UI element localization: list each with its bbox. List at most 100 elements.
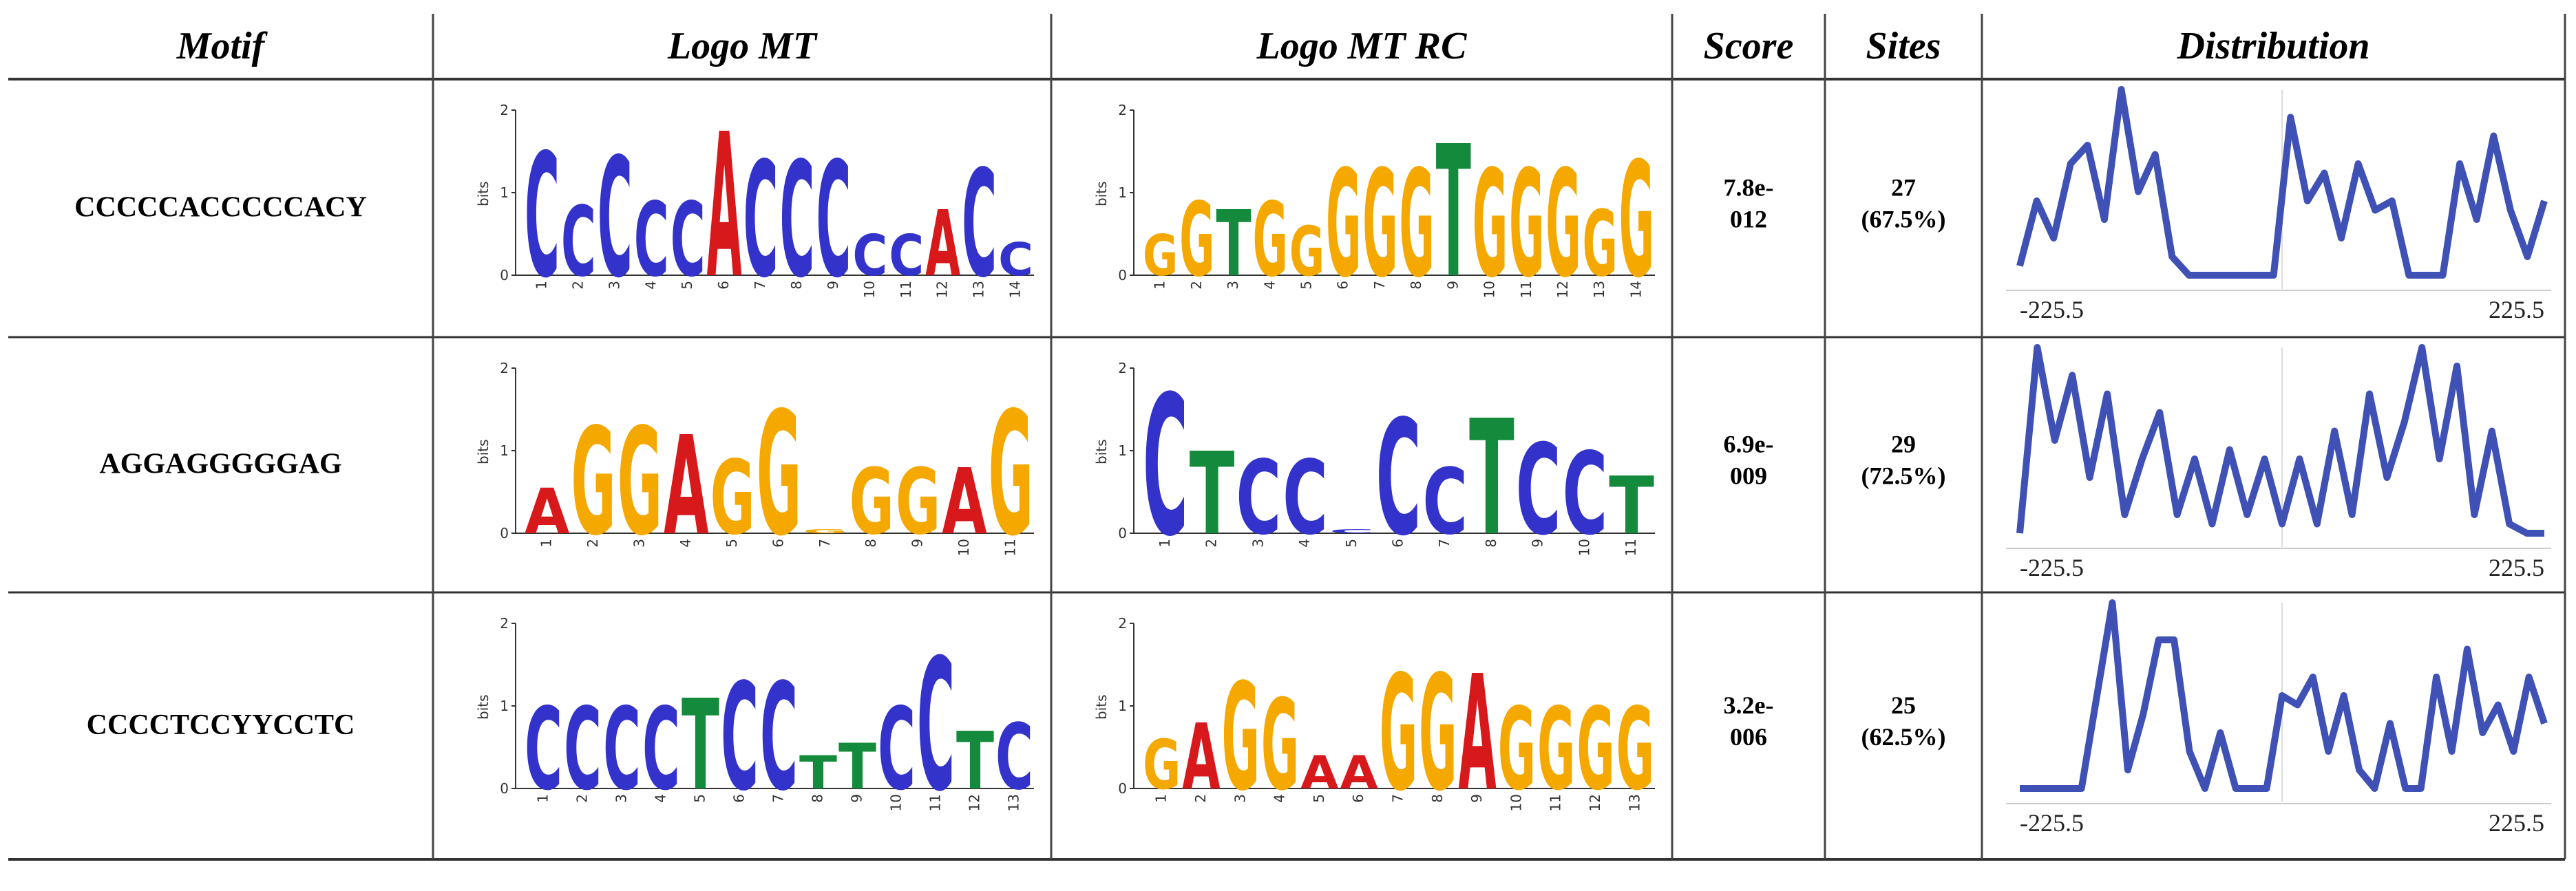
logo-position: 11 xyxy=(898,281,914,298)
logo-letter: C xyxy=(878,684,916,815)
logo-position: 13 xyxy=(971,281,987,298)
logo-axis-label: bits xyxy=(1093,181,1110,206)
logo-position: 12 xyxy=(1587,794,1603,811)
sites: (67.5%) xyxy=(1861,206,1946,233)
logo-position: 1 xyxy=(1157,539,1173,548)
logo-position: 10 xyxy=(1576,539,1592,556)
logo-position: 5 xyxy=(1298,281,1314,290)
logo-letter: C xyxy=(1329,528,1375,535)
logo-position: 14 xyxy=(1627,281,1644,298)
logo-letter: G xyxy=(1326,139,1361,310)
dist-tick-label: 225.5 xyxy=(2489,809,2544,837)
sites: 25 xyxy=(1891,691,1916,719)
logo-letter: C xyxy=(852,224,887,289)
logo-position: 7 xyxy=(1390,794,1406,803)
logo-letter: C xyxy=(1563,429,1608,561)
logo-tick-label: 2 xyxy=(500,615,509,632)
logo-position: 9 xyxy=(1530,539,1546,548)
dist-line xyxy=(2020,599,2548,792)
logo-letter: C xyxy=(561,186,596,299)
logo-tick-label: 0 xyxy=(1118,780,1127,797)
logo-position: 4 xyxy=(1261,281,1278,290)
header-cell: Motif xyxy=(176,25,268,67)
dist-tick-label: -225.5 xyxy=(2020,554,2084,581)
logo-position: 2 xyxy=(584,539,601,548)
logo-axis-label: bits xyxy=(475,181,492,206)
logo-letter: T xyxy=(1190,429,1235,561)
logo-position: 2 xyxy=(1192,794,1209,803)
logo-position: 3 xyxy=(1232,794,1248,803)
logo-letter: A xyxy=(1182,705,1220,811)
logo-tick-label: 0 xyxy=(500,525,509,541)
logo-position: 12 xyxy=(967,794,983,811)
logo-position: 11 xyxy=(1623,539,1639,556)
logo-position: 1 xyxy=(535,794,551,803)
header-cell: Logo MT xyxy=(667,25,819,67)
logo-position: 9 xyxy=(1444,281,1461,290)
logo-position: 10 xyxy=(1481,281,1498,298)
logo-tick-label: 2 xyxy=(1118,360,1127,376)
logo-position: 2 xyxy=(1203,539,1220,548)
logo-letter: G xyxy=(1222,652,1260,824)
logo-position: 6 xyxy=(1350,794,1366,803)
logo-position: 6 xyxy=(770,539,787,548)
logo-position: 8 xyxy=(1483,539,1499,548)
logo-tick-label: 2 xyxy=(500,360,509,376)
logo-tick-label: 1 xyxy=(500,698,509,714)
dist-tick-label: -225.5 xyxy=(2020,809,2084,837)
logo-tick-label: 2 xyxy=(500,102,509,118)
logo-position: 9 xyxy=(1468,794,1485,803)
dist-tick-label: -225.5 xyxy=(2020,296,2084,323)
logo-position: 12 xyxy=(1554,281,1571,298)
logo-position: 4 xyxy=(1296,539,1313,548)
logo-letter: G xyxy=(617,397,662,568)
logo-tick-label: 0 xyxy=(1118,267,1127,283)
logo-position: 4 xyxy=(653,794,669,803)
logo-position: 11 xyxy=(927,794,944,811)
logo-position: 8 xyxy=(810,794,826,803)
logo-letter: A xyxy=(925,192,960,297)
logo-position: 1 xyxy=(538,539,555,548)
logo-position: 10 xyxy=(861,281,878,298)
logo-letter: A xyxy=(942,449,986,555)
logo-tick-label: 1 xyxy=(500,442,509,459)
logo-position: 13 xyxy=(1006,794,1022,811)
logo-letter: T xyxy=(799,747,838,799)
logo-position: 10 xyxy=(888,794,905,811)
logo-position: 7 xyxy=(770,794,787,803)
logo-position: 3 xyxy=(631,539,647,548)
logo-letter: G xyxy=(1498,684,1536,815)
logo-position: 5 xyxy=(679,281,695,290)
logo-letter: C xyxy=(995,704,1033,810)
logo-letter: C xyxy=(1422,449,1468,555)
logo-letter: G xyxy=(1576,684,1614,815)
logo-tick-label: 1 xyxy=(1118,442,1127,459)
logo-position: 3 xyxy=(606,281,622,290)
logo-letter: G xyxy=(1509,139,1544,310)
logo-tick-label: 0 xyxy=(1118,525,1127,541)
logo-letter: C xyxy=(743,129,779,313)
logo-letter: G xyxy=(1545,139,1581,310)
logo-letter: T xyxy=(838,731,876,804)
logo-letter: T xyxy=(1609,460,1654,552)
logo-letter: G xyxy=(1400,139,1435,310)
logo-letter: G xyxy=(1380,641,1417,826)
logo-letter: G xyxy=(757,376,801,574)
logo-position: 8 xyxy=(1408,281,1424,290)
logo-position: 5 xyxy=(724,539,740,548)
logo-position: 14 xyxy=(1007,281,1024,298)
logo-letter: C xyxy=(598,122,633,314)
logo-position: 13 xyxy=(1626,794,1643,811)
logo-position: 11 xyxy=(1002,539,1018,556)
logo-letter: C xyxy=(642,684,680,815)
logo-letter: C xyxy=(721,652,759,824)
logo-letter: T xyxy=(956,716,994,808)
logo-position: 9 xyxy=(849,794,865,803)
logo-tick-label: 0 xyxy=(500,780,509,797)
sites: (72.5%) xyxy=(1861,462,1946,490)
logo-letter: G xyxy=(1619,129,1654,313)
header-cell: Distribution xyxy=(2176,25,2369,67)
logo-letter: G xyxy=(1583,192,1618,297)
header-cell: Score xyxy=(1704,25,1794,67)
